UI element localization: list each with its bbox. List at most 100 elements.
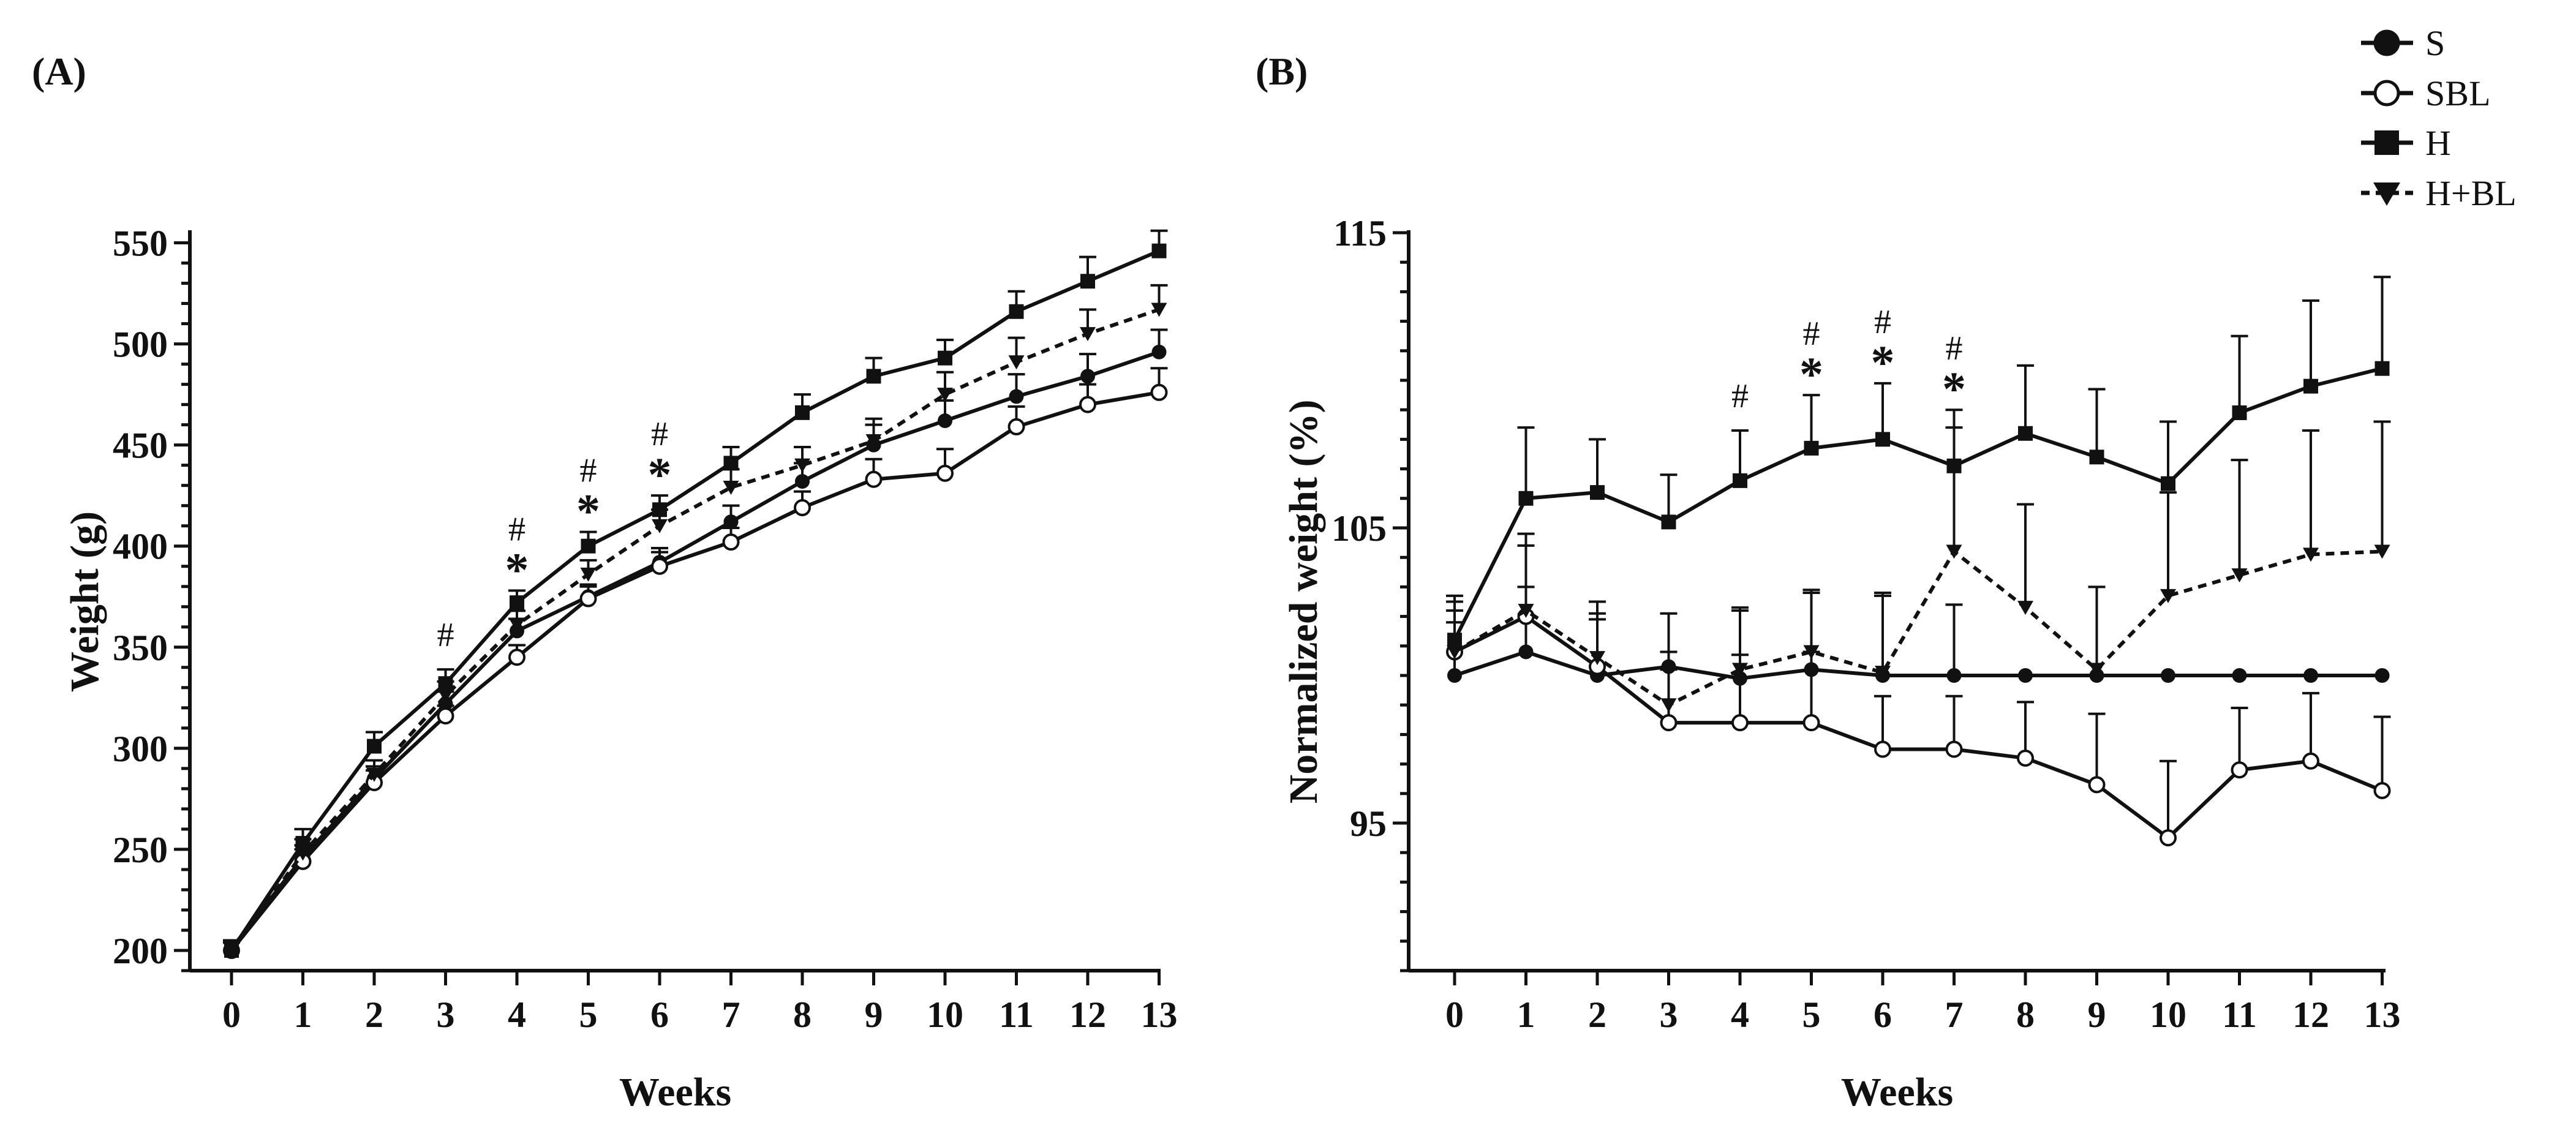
x-tick-label: 12	[1069, 995, 1106, 1035]
point-h	[2303, 378, 2318, 394]
point-h-bl	[652, 519, 668, 533]
x-tick-label: 4	[1731, 995, 1749, 1035]
point-h-bl	[1589, 651, 1605, 666]
significance-hash: #	[508, 510, 525, 548]
x-tick-label: 7	[1945, 995, 1964, 1035]
point-h	[1590, 485, 1605, 500]
point-h	[1518, 491, 1534, 506]
point-sbl	[1945, 740, 1963, 758]
y-tick-label: 95	[1350, 803, 1387, 844]
point-h-bl	[2017, 601, 2033, 615]
point-h-bl	[366, 767, 382, 782]
x-tick-label: 10	[927, 995, 963, 1035]
point-s	[2018, 668, 2033, 683]
point-sbl	[2231, 761, 2248, 779]
y-axis-title: Normalized weight (%)	[1281, 400, 1326, 804]
x-tick-label: 5	[579, 995, 598, 1035]
point-sbl	[1874, 740, 1891, 758]
x-tick-label: 12	[2292, 995, 2329, 1035]
series-line-sbl	[1453, 614, 2383, 840]
point-h-bl	[224, 943, 239, 958]
x-tick-label: 5	[1802, 995, 1821, 1035]
y-tick-label: 500	[113, 325, 168, 365]
point-h-bl	[723, 480, 739, 495]
series-s	[1446, 585, 2390, 686]
point-sbl	[2017, 749, 2034, 767]
point-h-bl	[2374, 544, 2390, 559]
point-h	[1151, 243, 1167, 258]
legend-label-h: H	[2425, 123, 2451, 163]
significance-star: *	[1871, 336, 1895, 389]
x-tick-label: 13	[2364, 995, 2401, 1035]
significance-hash: #	[580, 452, 597, 490]
point-h	[1875, 432, 1890, 447]
point-h	[938, 350, 952, 366]
point-h	[2232, 405, 2247, 421]
point-sbl	[2373, 781, 2391, 799]
x-tick-label: 9	[2088, 995, 2106, 1035]
point-h	[1080, 274, 1095, 289]
point-h-bl	[1080, 327, 1096, 342]
series-line-h-bl	[230, 307, 1160, 952]
point-sbl	[722, 533, 740, 551]
point-sbl	[794, 498, 811, 516]
point-h-bl	[937, 388, 953, 402]
significance-star: *	[648, 448, 672, 501]
significance-star: *	[576, 484, 600, 538]
point-h-bl	[1875, 666, 1891, 680]
point-s	[938, 413, 952, 429]
significance-star: *	[505, 543, 529, 596]
point-s	[2303, 668, 2318, 683]
point-sbl	[1660, 714, 1678, 732]
x-tick-label: 3	[437, 995, 455, 1035]
point-h	[2161, 476, 2175, 491]
y-tick-label: 200	[113, 931, 168, 971]
series-h-bl	[1446, 420, 2391, 713]
legend-item-s: S	[2361, 23, 2445, 63]
point-s	[2375, 668, 2390, 683]
x-tick-label: 11	[2222, 995, 2257, 1035]
significance-star: *	[1942, 362, 1966, 415]
series-sbl	[223, 367, 1168, 959]
y-tick-label: 115	[1333, 213, 1387, 254]
x-tick-label: 0	[1445, 995, 1464, 1035]
point-sbl	[2302, 752, 2319, 770]
x-tick-label: 6	[1874, 995, 1892, 1035]
point-s	[1009, 389, 1024, 404]
point-sbl	[2160, 829, 2177, 847]
point-h-bl	[865, 434, 882, 449]
point-h	[2089, 450, 2104, 465]
point-h	[2018, 426, 2033, 441]
significance-hash: #	[1803, 315, 1820, 353]
point-h-bl	[2088, 663, 2105, 677]
legend-label-s: S	[2425, 23, 2445, 63]
y-axis-title: Weight (g)	[62, 511, 107, 692]
series-h-bl	[223, 284, 1168, 958]
significance-star: *	[1799, 347, 1823, 401]
x-axis-title: Weeks	[619, 1070, 731, 1115]
point-sbl	[1802, 714, 1820, 732]
point-h-bl	[2160, 589, 2176, 603]
significance-hash: #	[1731, 377, 1749, 415]
point-h-bl	[1008, 355, 1025, 370]
point-sbl	[1079, 396, 1096, 413]
significance-hash: #	[1946, 329, 1963, 367]
point-s	[1151, 344, 1167, 359]
legend-marker-h	[2375, 130, 2399, 155]
x-tick-label: 3	[1660, 995, 1678, 1035]
series-line-h	[1453, 366, 2383, 641]
point-h-bl	[1447, 645, 1463, 660]
x-tick-label: 13	[1141, 995, 1178, 1035]
significance-hash: #	[437, 616, 454, 654]
point-h-bl	[1803, 645, 1820, 660]
point-h-bl	[1518, 603, 1534, 618]
x-tick-label: 1	[1517, 995, 1535, 1035]
point-h-bl	[580, 567, 597, 582]
point-h-bl	[2303, 547, 2319, 562]
point-h	[367, 739, 382, 754]
point-sbl	[1731, 714, 1749, 732]
point-sbl	[651, 557, 668, 575]
significance-hash: #	[1874, 303, 1891, 341]
